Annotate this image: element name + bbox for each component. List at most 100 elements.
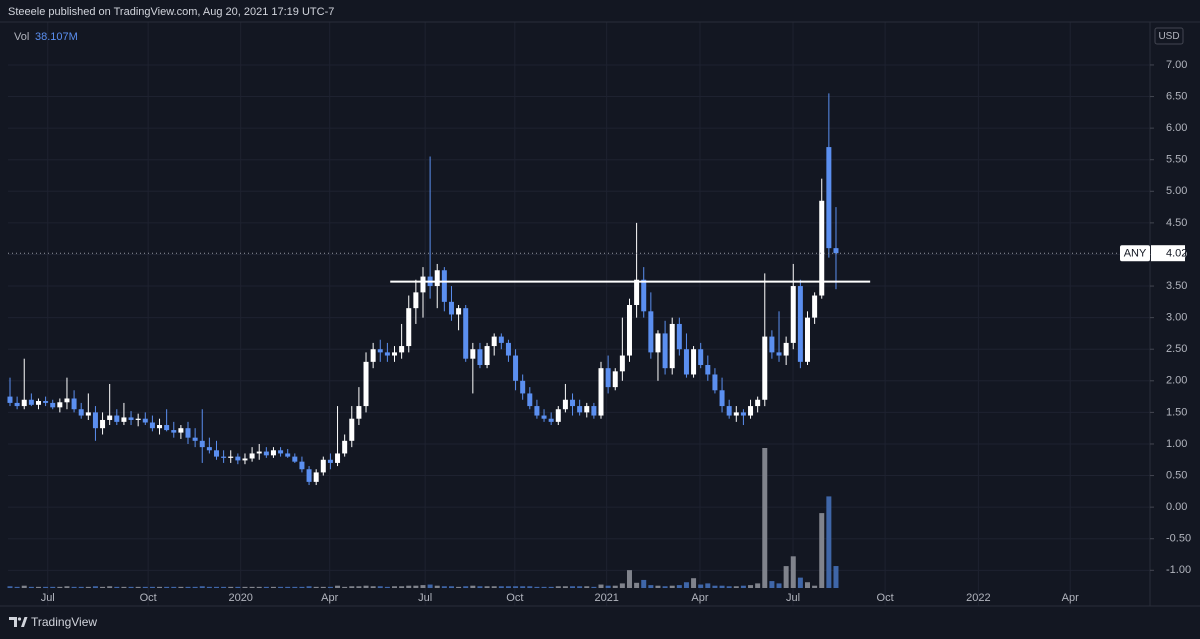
y-tick-label: 2.00 (1166, 375, 1187, 387)
candle-body (776, 352, 782, 356)
candle-body (634, 279, 640, 305)
candle-body (804, 317, 810, 362)
volume-bar (185, 586, 191, 588)
volume-bar (619, 583, 625, 588)
candle-body (57, 402, 63, 408)
candle-body (520, 380, 526, 394)
volume-bar (85, 586, 91, 588)
candle-body (641, 279, 647, 312)
volume-bar (327, 586, 333, 588)
volume-bar (762, 448, 768, 588)
x-tick-label: Oct (877, 592, 894, 604)
candle-body (164, 425, 170, 431)
candle-body (413, 292, 419, 309)
candle-body (570, 399, 576, 407)
candle-body (470, 349, 476, 359)
volume-bar (676, 585, 682, 588)
candle-body (270, 450, 276, 456)
volume-bar (221, 586, 227, 588)
candle-body (655, 333, 661, 353)
candle-body (356, 406, 362, 419)
candle-body (157, 425, 163, 429)
volume-bar (43, 586, 49, 588)
y-tick-label: 6.50 (1166, 90, 1187, 102)
volume-bar (527, 586, 533, 588)
candle-body (691, 349, 697, 375)
candle-body (662, 333, 668, 369)
x-tick-label: Apr (1062, 592, 1079, 604)
y-tick-label: 0.00 (1166, 501, 1187, 513)
candle-body (256, 451, 262, 454)
volume-bar (783, 566, 789, 588)
x-tick-label: 2022 (966, 592, 990, 604)
candle-body (206, 447, 212, 451)
candle-body (790, 286, 796, 343)
volume-bar (812, 585, 818, 588)
volume-bar (804, 582, 810, 588)
y-tick-label: 7.00 (1166, 59, 1187, 71)
volume-bar (826, 496, 832, 588)
candle-body (420, 276, 426, 293)
candle-body (28, 399, 34, 405)
volume-bar (356, 586, 362, 588)
candle-body (50, 402, 56, 408)
candle-body (100, 419, 106, 429)
x-tick-label: Jul (41, 592, 55, 604)
candle-body (43, 401, 49, 403)
candle-body (719, 390, 725, 407)
volume-bar (235, 586, 241, 588)
candle-body (591, 406, 597, 416)
volume-bar (399, 586, 405, 588)
volume-bar (406, 585, 412, 588)
volume-bar (349, 586, 355, 588)
y-tick-label: 1.00 (1166, 438, 1187, 450)
volume-bar (157, 586, 163, 588)
candle-body (548, 418, 554, 422)
currency-box[interactable] (1154, 27, 1184, 45)
volume-bar (35, 586, 41, 588)
candle-body (228, 456, 234, 458)
candle-body (199, 440, 205, 448)
candle-body (456, 308, 462, 315)
candle-body (263, 451, 269, 456)
volume-bar (733, 586, 739, 588)
candle-body (534, 406, 540, 416)
volume-bar (121, 586, 127, 588)
currency[interactable]: USD (1158, 31, 1179, 42)
volume-bar (570, 586, 576, 588)
candle-body (740, 412, 746, 416)
candle-body (441, 270, 447, 302)
volume-bar (698, 584, 704, 588)
volume-bar (199, 586, 205, 588)
symbol-tag-label: ANY (1124, 248, 1147, 260)
candle-body (406, 308, 412, 347)
volume-bar (420, 585, 426, 588)
candle-body (812, 295, 818, 318)
volume-bar (833, 566, 839, 588)
candle-body (363, 361, 369, 407)
volume-bar (335, 585, 341, 588)
candle-body (292, 456, 298, 462)
y-tick-label: 0.50 (1166, 469, 1187, 481)
candle-body (584, 406, 590, 413)
candle-body (626, 305, 632, 356)
volume-bar (71, 586, 77, 588)
candle-body (748, 406, 754, 416)
volume-bar (78, 586, 84, 588)
volume-bar (313, 586, 319, 588)
volume-bar (441, 586, 447, 588)
candle-body (121, 417, 127, 422)
volume-bar (719, 585, 725, 588)
volume-bar (7, 586, 13, 588)
volume-bar (470, 585, 476, 588)
y-tick-label: 5.50 (1166, 154, 1187, 166)
volume-bar (213, 586, 219, 588)
candle-body (498, 336, 504, 343)
volume-bar (505, 586, 511, 588)
volume-bar (691, 578, 697, 588)
volume-bar (100, 586, 106, 588)
plot (7, 93, 1150, 588)
volume-bar (541, 586, 547, 588)
grid (8, 22, 1150, 606)
